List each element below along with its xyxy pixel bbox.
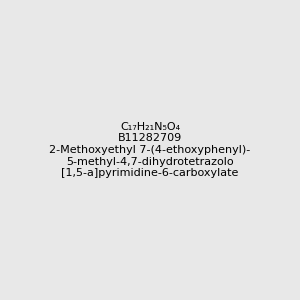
Text: C₁₇H₂₁N₅O₄
B11282709
2-Methoxyethyl 7-(4-ethoxyphenyl)-
5-methyl-4,7-dihydrotetr: C₁₇H₂₁N₅O₄ B11282709 2-Methoxyethyl 7-(4… [50,122,250,178]
